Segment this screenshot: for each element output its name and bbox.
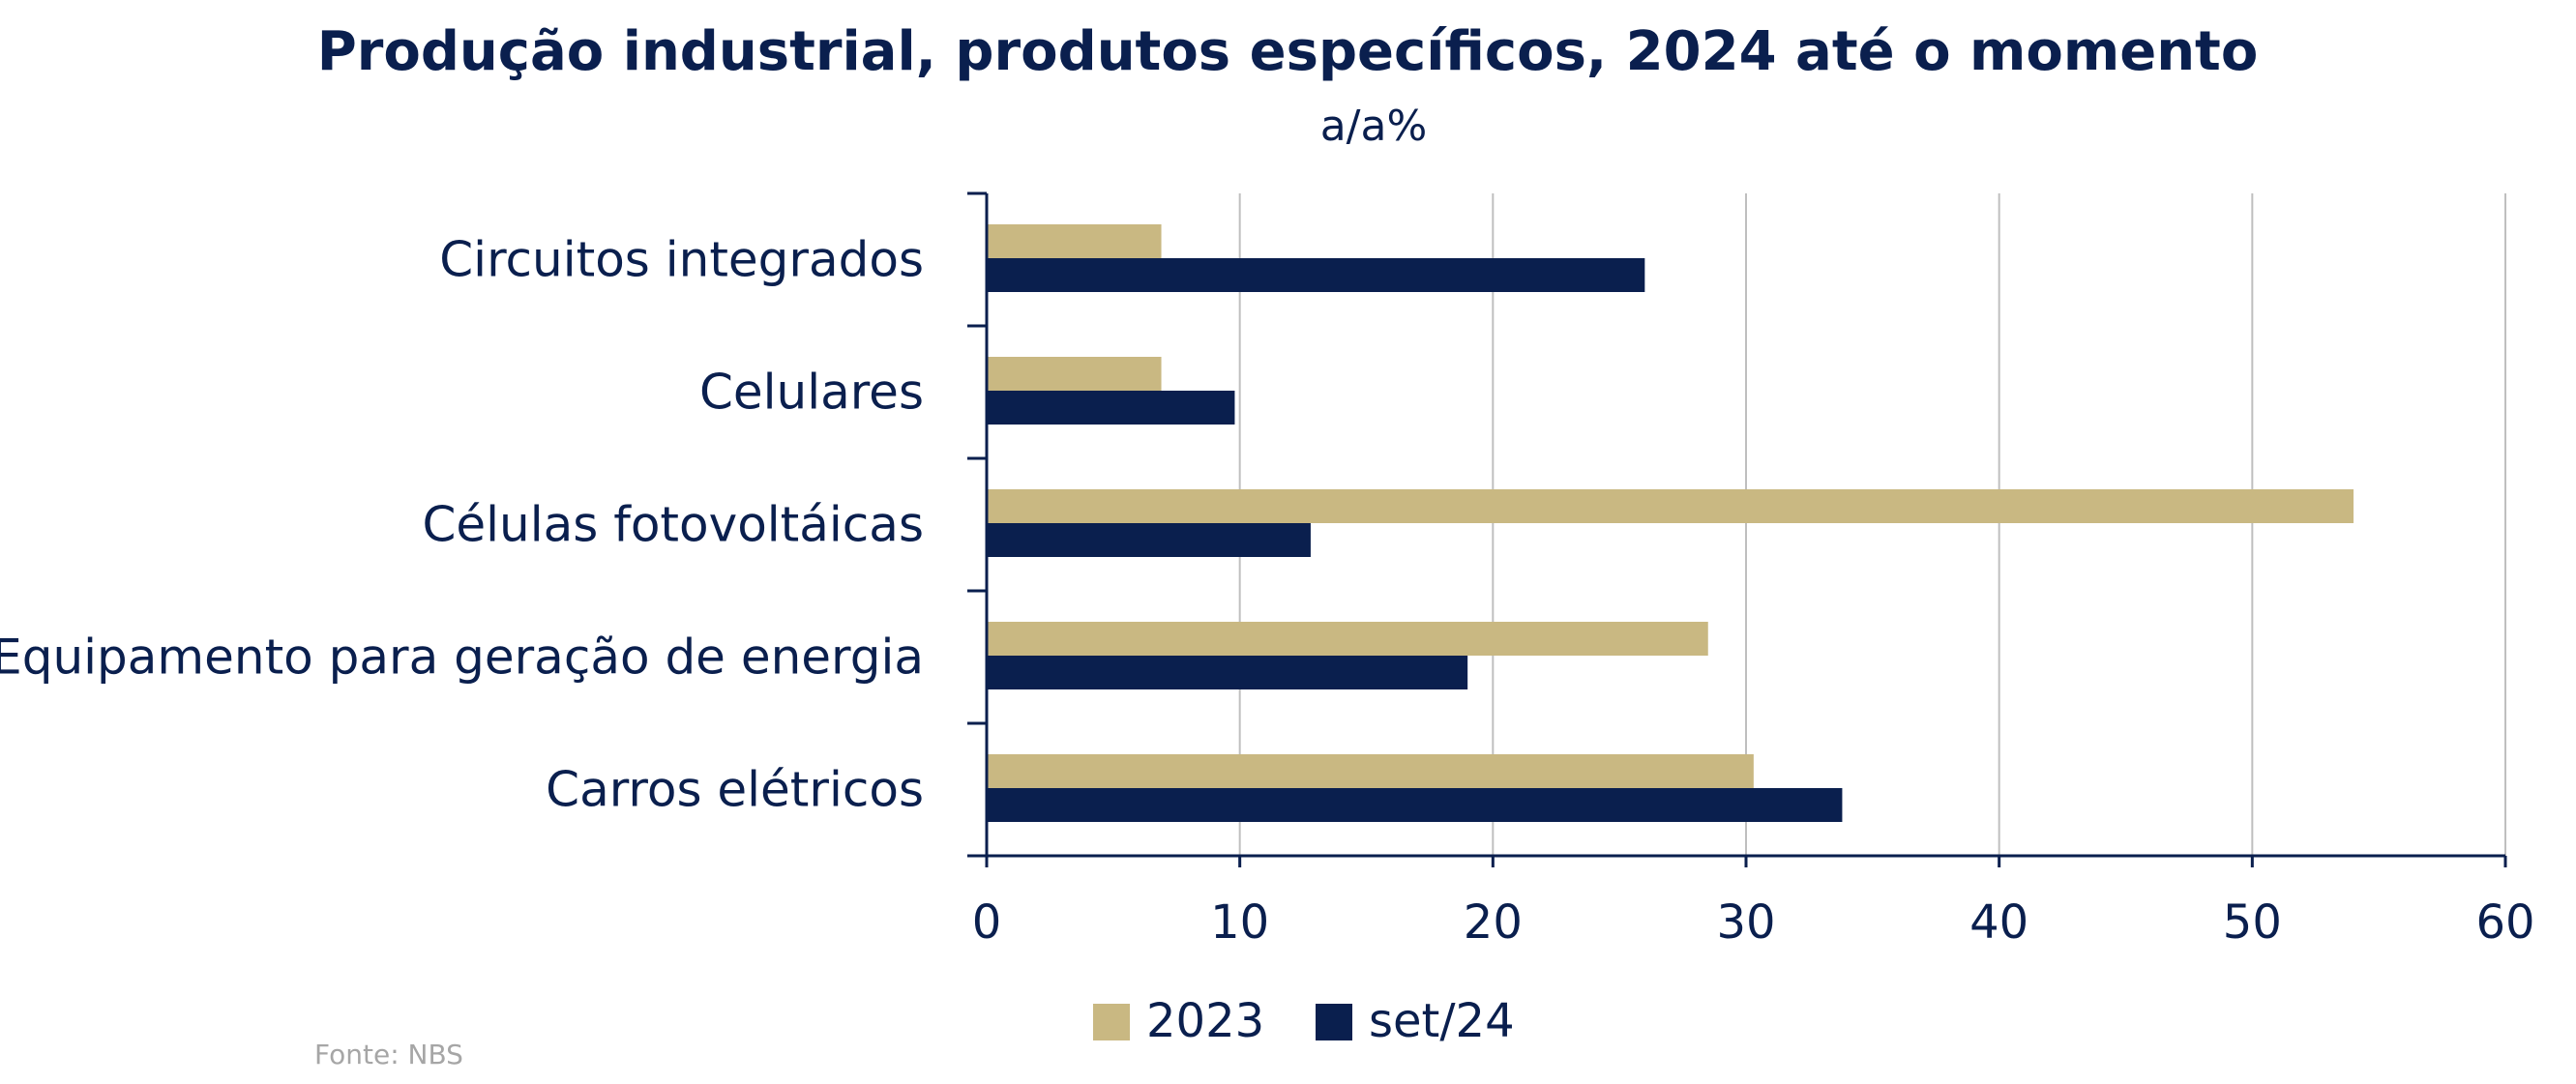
x-tick-label-10: 10 [1210, 895, 1269, 950]
bar-set24-4 [987, 788, 1843, 822]
category-label: Carros elétricos [546, 762, 924, 818]
legend-label-set24: set/24 [1369, 994, 1515, 1048]
bar-set24-3 [987, 656, 1468, 689]
x-tick-label-30: 30 [1716, 895, 1775, 950]
bars [987, 224, 2354, 822]
legend-swatch-2023 [1093, 1004, 1130, 1040]
bar-2023-1 [987, 357, 1162, 391]
legend: 2023 set/24 [1093, 994, 1515, 1048]
category-label: Circuitos integrados [439, 232, 924, 288]
chart-subtitle: a/a% [1320, 102, 1428, 151]
bar-set24-1 [987, 391, 1235, 425]
x-tick-label-50: 50 [2223, 895, 2282, 950]
chart-title: Produção industrial, produtos específico… [317, 20, 2259, 83]
bar-set24-0 [987, 258, 1645, 292]
x-tick-label-0: 0 [972, 895, 1002, 950]
legend-swatch-set24 [1316, 1004, 1352, 1040]
category-label: Células fotovoltáicas [422, 497, 924, 553]
tick-labels: 0 10 20 30 40 50 60 [972, 895, 2535, 950]
category-label: Equipamento para geração de energia [0, 630, 924, 686]
category-label: Celulares [699, 365, 924, 421]
bar-2023-2 [987, 489, 2354, 523]
x-tick-label-40: 40 [1969, 895, 2028, 950]
bar-set24-2 [987, 523, 1311, 557]
x-tick-label-60: 60 [2475, 895, 2534, 950]
bar-2023-0 [987, 224, 1162, 258]
x-tick-label-20: 20 [1464, 895, 1523, 950]
source-note: Fonte: NBS [314, 1039, 463, 1070]
category-labels: Circuitos integrados Celulares Células fot… [0, 232, 924, 818]
axes [967, 191, 2507, 867]
bar-2023-3 [987, 622, 1708, 656]
grid-lines [1238, 193, 2506, 856]
bar-2023-4 [987, 754, 1754, 788]
legend-label-2023: 2023 [1146, 994, 1264, 1048]
